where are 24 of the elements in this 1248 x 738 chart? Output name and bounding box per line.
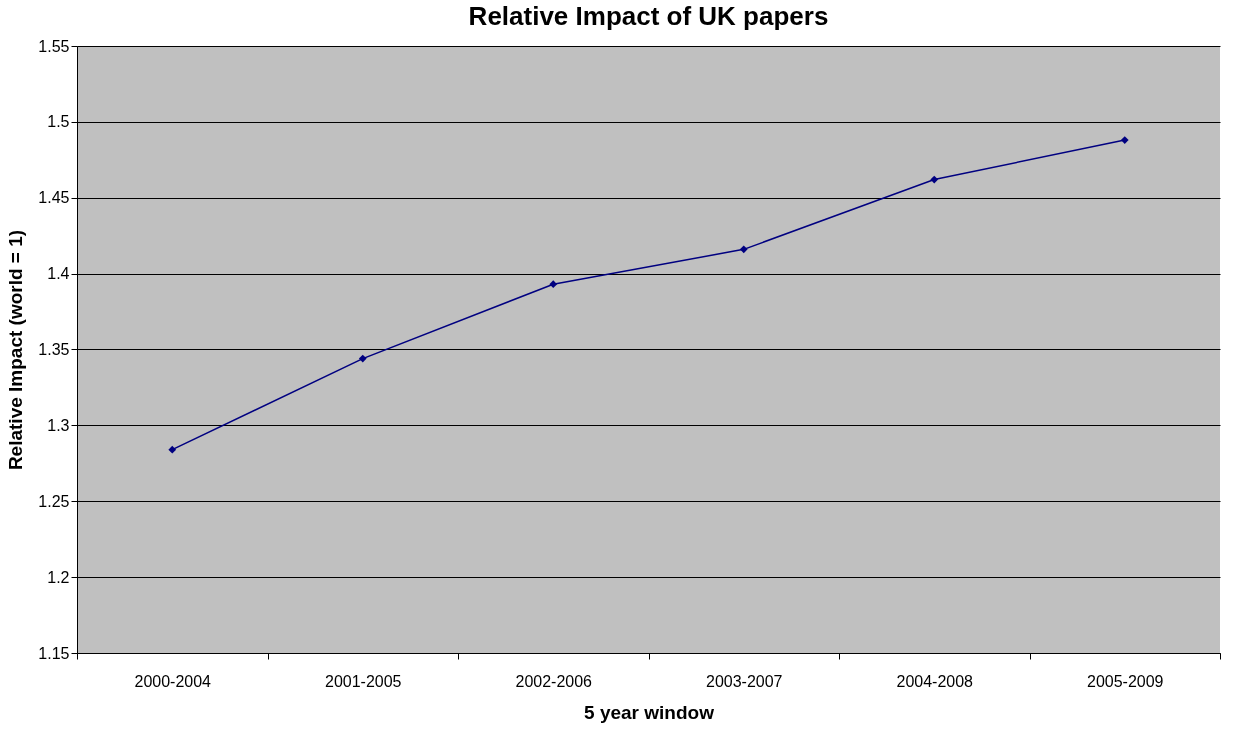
x-axis-title: 5 year window <box>584 701 715 723</box>
chart-title: Relative Impact of UK papers <box>468 1 829 31</box>
y-tick-label: 1.2 <box>47 568 70 586</box>
point <box>1120 136 1129 144</box>
point <box>739 245 748 254</box>
y-tick-label: 1.3 <box>47 416 70 434</box>
x-tick-label: 2002-2006 <box>515 672 593 690</box>
x-tick-label: 2003-2007 <box>705 672 783 690</box>
y-tick-label: 1.15 <box>38 644 70 662</box>
y-tick-label: 1.5 <box>47 113 70 131</box>
x-tick-label: 2001-2005 <box>324 672 402 690</box>
x-tick-label: 2005-2009 <box>1086 672 1164 690</box>
y-tick-label: 1.45 <box>38 189 70 207</box>
point <box>549 280 558 289</box>
y-axis-title: Relative Impact (world = 1) <box>5 229 27 471</box>
y-tick-label: 1.4 <box>47 265 70 283</box>
point <box>930 175 939 184</box>
y-tick-label: 1.35 <box>38 341 70 358</box>
point <box>168 445 177 454</box>
y-tick-label: 1.25 <box>38 492 70 510</box>
y-tick-label: 1.55 <box>38 37 70 55</box>
x-tick-label: 2000-2004 <box>134 672 212 690</box>
x-tick-label: 2004-2008 <box>896 672 974 690</box>
point <box>358 354 367 363</box>
